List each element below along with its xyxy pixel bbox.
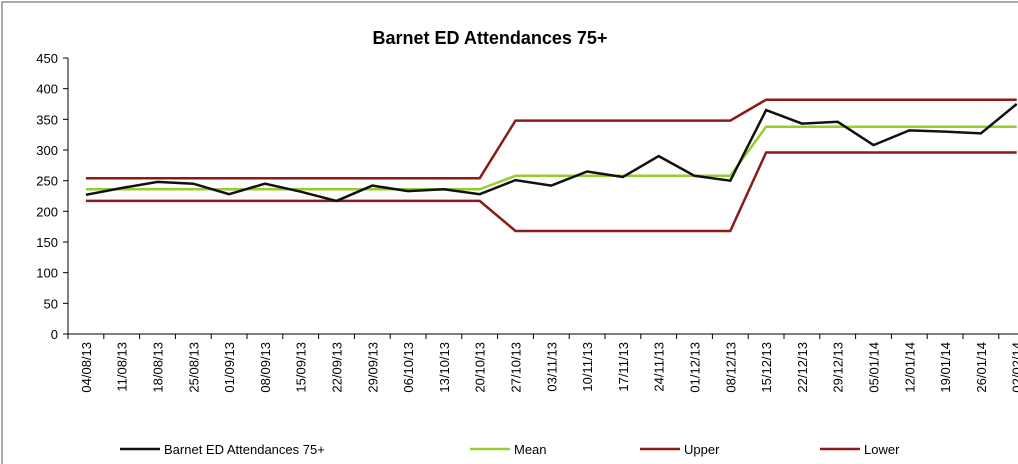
series-line xyxy=(85,103,1018,203)
y-tick-label: 0 xyxy=(51,327,58,342)
x-tick-label: 12/01/14 xyxy=(902,342,917,393)
legend-label: Lower xyxy=(864,442,900,457)
x-tick-label: 03/11/13 xyxy=(544,342,559,392)
series-line xyxy=(85,151,1017,233)
y-tick-label: 200 xyxy=(36,204,58,219)
y-tick-label: 350 xyxy=(36,112,58,127)
x-tick-label: 20/10/13 xyxy=(473,342,488,393)
x-tick-label: 06/10/13 xyxy=(401,342,416,393)
x-tick-label: 11/08/13 xyxy=(115,342,130,392)
series-line xyxy=(85,98,1017,180)
y-tick-label: 50 xyxy=(44,296,58,311)
legend-label: Barnet ED Attendances 75+ xyxy=(164,442,325,457)
x-tick-label: 24/11/13 xyxy=(652,342,667,392)
x-tick-label: 15/09/13 xyxy=(294,342,309,393)
x-tick-label: 08/09/13 xyxy=(258,342,273,393)
y-tick-label: 150 xyxy=(36,235,58,250)
x-tick-label: 15/12/13 xyxy=(759,342,774,393)
x-tick-label: 26/01/14 xyxy=(974,342,989,393)
x-tick-label: 27/10/13 xyxy=(509,342,524,393)
y-tick-label: 100 xyxy=(36,266,58,281)
x-tick-label: 22/12/13 xyxy=(795,342,810,393)
y-tick-label: 250 xyxy=(36,174,58,189)
y-tick-label: 400 xyxy=(36,82,58,97)
x-tick-label: 02/02/14 xyxy=(1010,342,1018,393)
legend-label: Mean xyxy=(514,442,547,457)
x-tick-label: 04/08/13 xyxy=(79,342,94,393)
x-tick-label: 13/10/13 xyxy=(437,342,452,393)
x-tick-label: 17/11/13 xyxy=(616,342,631,392)
series-line xyxy=(85,125,1017,191)
x-tick-label: 10/11/13 xyxy=(580,342,595,392)
x-tick-label: 18/08/13 xyxy=(151,342,166,393)
x-tick-label: 19/01/14 xyxy=(938,342,953,393)
x-tick-label: 22/09/13 xyxy=(330,342,345,393)
x-tick-label: 29/09/13 xyxy=(365,342,380,393)
y-tick-label: 300 xyxy=(36,143,58,158)
x-tick-label: 05/01/14 xyxy=(867,342,882,393)
x-tick-label: 01/09/13 xyxy=(222,342,237,393)
x-tick-label: 01/12/13 xyxy=(688,342,703,393)
chart-title: Barnet ED Attendances 75+ xyxy=(373,28,608,48)
x-tick-label: 25/08/13 xyxy=(186,342,201,393)
legend-label: Upper xyxy=(684,442,720,457)
y-tick-label: 450 xyxy=(36,51,58,66)
x-tick-label: 08/12/13 xyxy=(723,342,738,393)
x-tick-label: 29/12/13 xyxy=(831,342,846,393)
